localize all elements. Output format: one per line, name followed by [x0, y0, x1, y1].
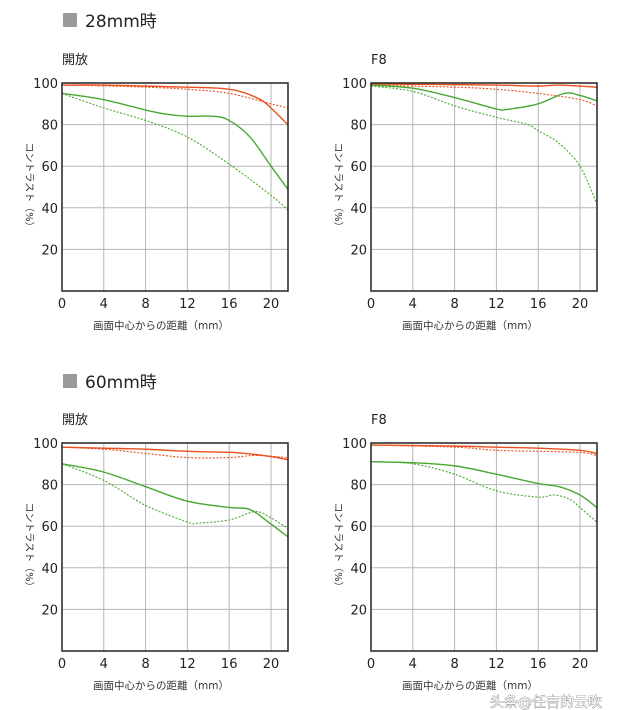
mtf-chart-3: F8 0 4 8 12 16 20 20 40 60 80 100 画面中心からの距離（mm） コントラス…: [332, 413, 598, 692]
series-green-solid: [370, 84, 597, 111]
x-tick-label: 16: [530, 297, 547, 312]
y-tick-label: 20: [350, 243, 367, 258]
x-tick-label: 0: [367, 657, 375, 672]
y-axis-label: コントラスト（%）: [23, 142, 35, 231]
y-tick-label: 100: [342, 437, 367, 452]
y-tick-label: 100: [342, 77, 367, 92]
section-marker-icon: [63, 374, 77, 388]
section-title-60mm: 60mm時: [85, 373, 157, 393]
mtf-chart-0: 開放 0 4 8 12 16 20 20 40 60 80 100 画面中心からの距離（mm） コントラス…: [23, 53, 289, 332]
chart-title: F8: [371, 413, 387, 428]
y-tick-label: 40: [350, 562, 367, 577]
chart-title: 開放: [62, 413, 88, 428]
series-green-solid: [61, 92, 289, 190]
x-tick-label: 20: [572, 657, 589, 672]
y-tick-label: 60: [41, 520, 58, 535]
x-tick-label: 4: [409, 657, 417, 672]
y-tick-label: 60: [41, 160, 58, 175]
series-green-dotted: [370, 85, 598, 204]
x-tick-label: 12: [179, 297, 196, 312]
x-tick-label: 4: [100, 297, 108, 312]
series-orange-dotted: [370, 84, 597, 107]
x-tick-label: 20: [263, 297, 280, 312]
series-orange-dotted: [61, 446, 288, 459]
x-axis-label: 画面中心からの距離（mm）: [402, 319, 538, 332]
plot-frame: [370, 442, 598, 652]
x-axis-label: 画面中心からの距離（mm）: [93, 679, 229, 692]
series-orange-solid: [61, 84, 289, 126]
y-tick-label: 40: [350, 202, 367, 217]
x-tick-label: 4: [100, 657, 108, 672]
x-tick-label: 4: [409, 297, 417, 312]
y-tick-label: 60: [350, 160, 367, 175]
plot-frame: [61, 82, 289, 292]
y-tick-label: 20: [41, 603, 58, 618]
y-tick-label: 80: [41, 119, 58, 134]
x-tick-label: 12: [488, 657, 505, 672]
series-green-dotted: [370, 461, 598, 523]
x-tick-label: 16: [221, 657, 238, 672]
series-green-dotted: [61, 463, 289, 529]
chart-title: 開放: [62, 53, 88, 68]
x-tick-label: 8: [141, 657, 149, 672]
plot-frame: [61, 442, 289, 652]
y-tick-label: 80: [41, 479, 58, 494]
x-tick-label: 8: [450, 657, 458, 672]
y-axis-label: コントラスト（%）: [332, 142, 344, 231]
y-tick-label: 100: [33, 437, 58, 452]
x-tick-label: 0: [367, 297, 375, 312]
y-tick-label: 80: [350, 119, 367, 134]
series-green-solid: [61, 463, 289, 538]
mtf-chart-2: 開放 0 4 8 12 16 20 20 40 60 80 100 画面中心からの距離（mm） コントラス…: [23, 413, 289, 692]
series-orange-dotted: [61, 84, 288, 109]
chart-title: F8: [371, 53, 387, 68]
series-green-dotted: [61, 92, 289, 211]
watermark: 头条@任吉的云吹: [490, 694, 602, 710]
series-orange-solid: [370, 444, 597, 455]
series-orange-solid: [370, 83, 597, 88]
y-tick-label: 100: [33, 77, 58, 92]
x-tick-label: 20: [263, 657, 280, 672]
x-tick-label: 12: [179, 657, 196, 672]
y-tick-label: 40: [41, 202, 58, 217]
series-orange-dotted: [370, 444, 597, 457]
y-axis-label: コントラスト（%）: [332, 502, 344, 591]
x-tick-label: 16: [221, 297, 238, 312]
y-tick-label: 20: [41, 243, 58, 258]
x-tick-label: 16: [530, 657, 547, 672]
section-marker-icon: [63, 13, 77, 27]
y-tick-label: 40: [41, 562, 58, 577]
mtf-chart-1: F8 0 4 8 12 16 20 20 40 60 80 100 画面中心からの距離（mm） コントラス…: [332, 53, 598, 332]
x-tick-label: 8: [141, 297, 149, 312]
x-tick-label: 20: [572, 297, 589, 312]
x-tick-label: 8: [450, 297, 458, 312]
x-axis-label: 画面中心からの距離（mm）: [402, 679, 538, 692]
y-axis-label: コントラスト（%）: [23, 502, 35, 591]
x-tick-label: 0: [58, 297, 66, 312]
x-tick-label: 0: [58, 657, 66, 672]
series-orange-solid: [61, 446, 288, 461]
x-axis-label: 画面中心からの距離（mm）: [93, 319, 229, 332]
y-tick-label: 80: [350, 479, 367, 494]
series-green-solid: [370, 461, 598, 509]
y-tick-label: 60: [350, 520, 367, 535]
plot-frame: [370, 82, 598, 292]
section-title-28mm: 28mm時: [85, 12, 157, 32]
x-tick-label: 12: [488, 297, 505, 312]
y-tick-label: 20: [350, 603, 367, 618]
